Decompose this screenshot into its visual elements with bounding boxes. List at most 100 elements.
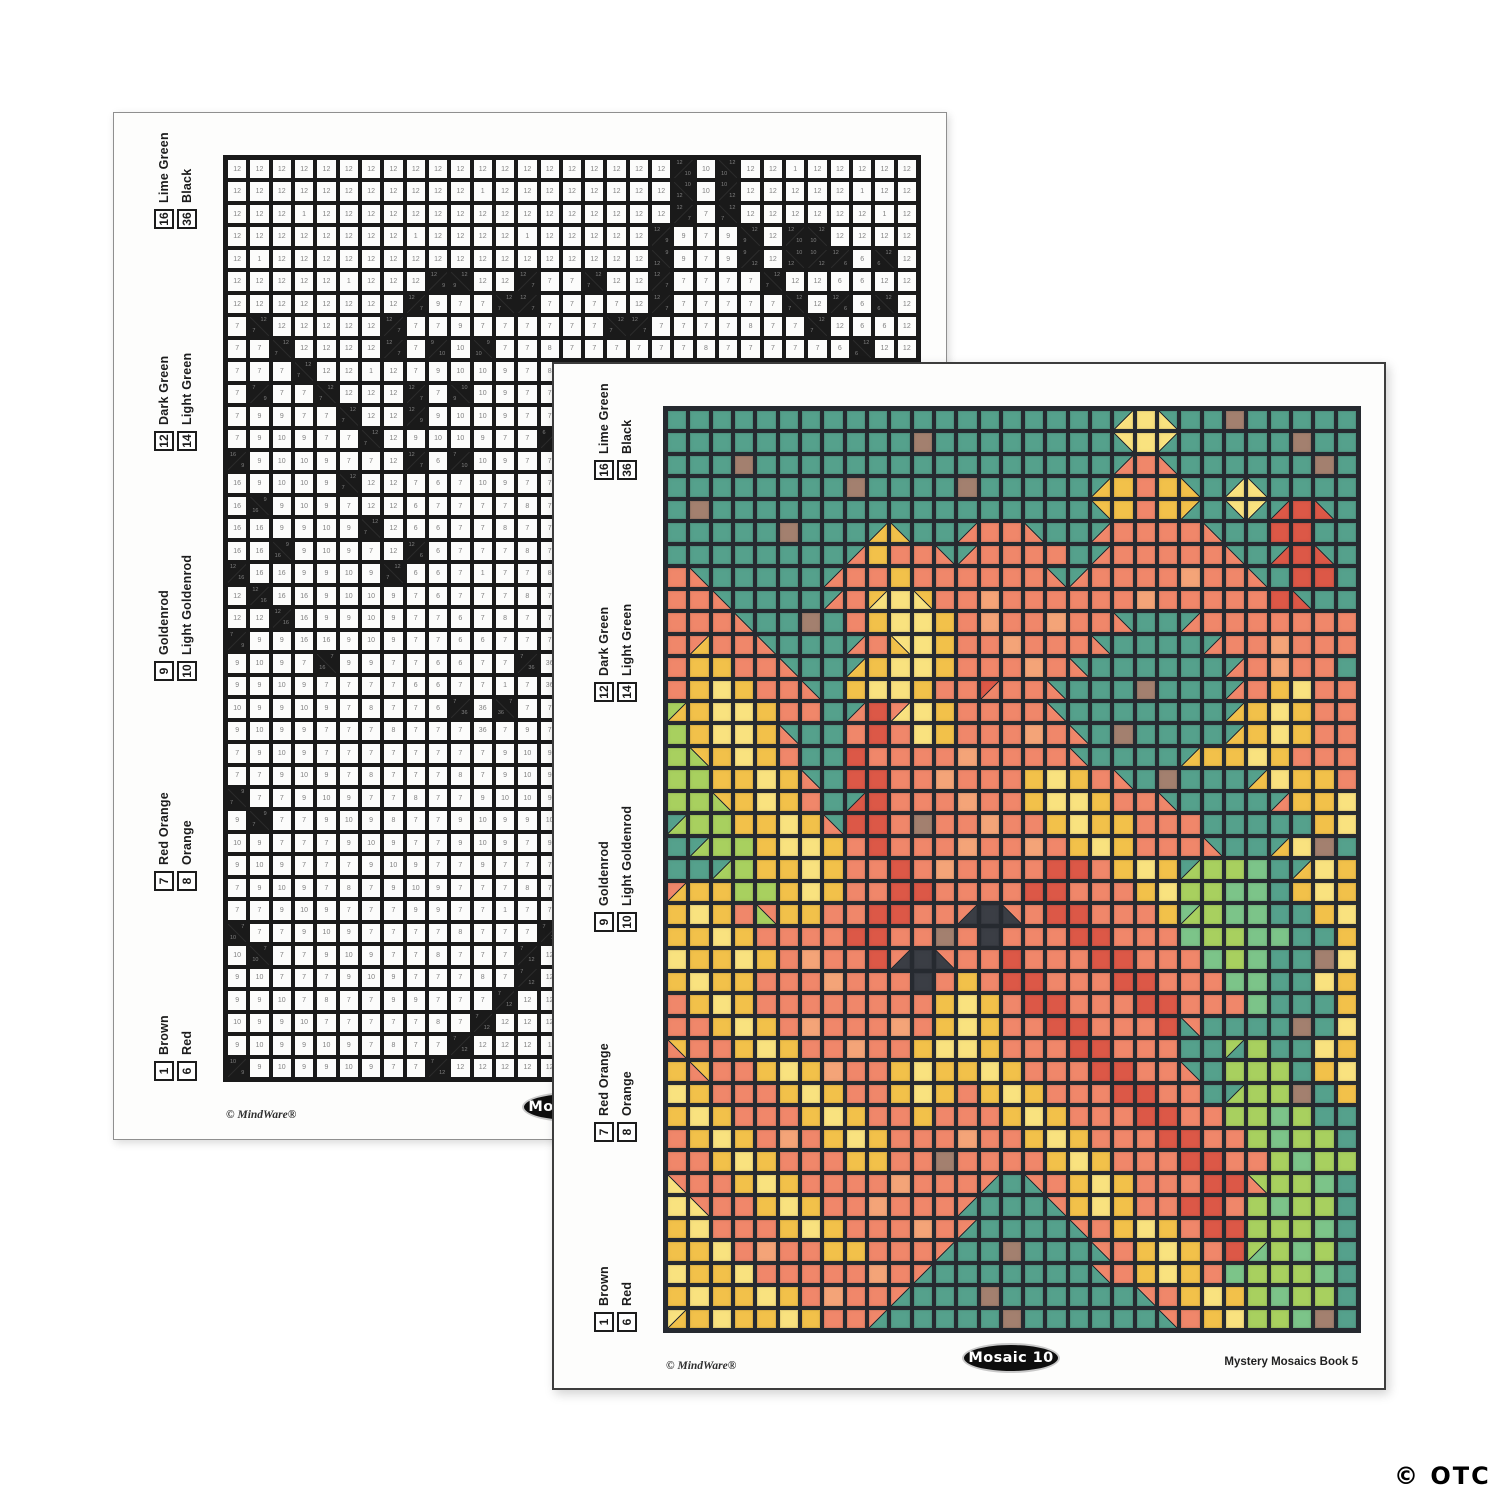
- cell-number: 12: [835, 165, 844, 173]
- cell-number: 8: [547, 345, 552, 353]
- cell-number: 12: [367, 390, 375, 398]
- grid-cell: 7: [741, 294, 760, 314]
- grid-cell: [958, 455, 977, 475]
- grid-cell: 9: [250, 991, 269, 1010]
- legend-label: Lime Green: [157, 132, 171, 203]
- grid-cell: [1114, 1084, 1133, 1104]
- cell-number: 7: [453, 1036, 457, 1043]
- grid-cell: [1293, 860, 1312, 879]
- grid-cell: 7: [406, 1058, 425, 1077]
- cell-number: 7: [547, 704, 552, 712]
- grid-cell: [1226, 703, 1245, 722]
- cell-number: 12: [300, 300, 309, 308]
- grid-cell: 7: [384, 946, 403, 965]
- grid-cell: 9: [384, 609, 403, 628]
- cell-number: 12: [612, 278, 621, 286]
- grid-cell: [712, 613, 731, 632]
- grid-cell: 12: [495, 1013, 515, 1033]
- grid-cell: [1226, 523, 1245, 542]
- grid-cell: 7: [317, 856, 336, 875]
- cell-number: 7: [503, 435, 507, 443]
- grid-cell: [1315, 500, 1334, 520]
- grid-cell: 9: [406, 856, 425, 875]
- grid-cell: [779, 411, 798, 430]
- grid-cell: [668, 433, 687, 452]
- cell-number: 10: [322, 929, 331, 937]
- grid-cell: [868, 1107, 888, 1126]
- cell-number: 12: [322, 165, 331, 173]
- grid-cell: 10: [317, 788, 336, 808]
- grid-cell: [1159, 680, 1178, 700]
- grid-cell: [1092, 613, 1111, 632]
- grid-cell: [1203, 1242, 1223, 1261]
- grid-cell: [824, 1129, 843, 1149]
- grid-cell: 9: [294, 676, 314, 696]
- grid-cell: [1293, 500, 1312, 520]
- grid-cell: 12: [585, 204, 604, 224]
- cell-number: 36: [478, 727, 487, 735]
- grid-cell: 7: [428, 721, 448, 741]
- grid-cell: [668, 1242, 687, 1261]
- grid-cell: [757, 545, 776, 565]
- grid-cell: [1270, 950, 1290, 969]
- grid-cell: 12: [875, 182, 894, 201]
- legend-item: 12 Dark Green: [154, 356, 174, 451]
- cell-number: 9: [263, 496, 267, 503]
- grid-cell: 12: [629, 204, 649, 224]
- grid-cell: 7: [272, 833, 291, 853]
- cell-number: 7: [525, 412, 530, 420]
- grid-cell: 12: [540, 204, 559, 224]
- cell-number: 7: [770, 345, 775, 353]
- cell-number: 12: [233, 614, 242, 622]
- grid-cell: [801, 725, 821, 744]
- cell-number: 1: [503, 907, 507, 915]
- cell-number: 9: [302, 884, 307, 892]
- cell-number: 16: [277, 592, 286, 600]
- grid-cell: [779, 1264, 798, 1284]
- grid-cell: 9: [228, 991, 247, 1010]
- grid-cell: [1069, 1242, 1089, 1261]
- cell-number: 9: [503, 480, 507, 488]
- grid-cell: [1181, 1039, 1200, 1059]
- grid-cell: 12: [317, 182, 336, 201]
- grid-cell: 9: [294, 878, 314, 898]
- cell-number: 16: [260, 597, 267, 604]
- cell-number: 7: [547, 884, 552, 892]
- grid-cell: 12: [875, 339, 894, 359]
- cell-number: 12: [255, 278, 264, 286]
- cell-number: 12: [595, 272, 602, 279]
- grid-cell: 12: [406, 160, 425, 179]
- cell-number: 12: [389, 233, 398, 241]
- grid-cell: [690, 1107, 709, 1126]
- grid-cell: [1226, 680, 1245, 700]
- grid-cell: 7: [473, 923, 492, 943]
- grid-cell: [891, 680, 910, 700]
- cell-number: 7: [346, 996, 351, 1004]
- grid-cell: 12: [495, 204, 515, 224]
- grid-cell: [1136, 568, 1156, 587]
- cell-number: 8: [703, 345, 708, 353]
- grid-cell: [734, 590, 754, 610]
- grid-cell: [1069, 523, 1089, 542]
- grid-cell: 10: [250, 654, 269, 673]
- cell-number: 12: [520, 272, 527, 279]
- cell-number: 9: [547, 749, 552, 757]
- grid-cell: 12: [830, 160, 850, 179]
- grid-cell: [801, 1264, 821, 1284]
- cell-number: 1: [413, 233, 418, 241]
- cell-number: 12: [439, 1069, 446, 1076]
- cell-number: 7: [770, 300, 775, 308]
- cell-number: 12: [478, 255, 487, 263]
- grid-cell: [1114, 725, 1133, 744]
- grid-cell: [1337, 1264, 1356, 1284]
- grid-cell: 12: [495, 182, 515, 201]
- grid-cell: [891, 1287, 910, 1306]
- cell-number: 10: [478, 390, 487, 398]
- cell-number: 9: [391, 839, 396, 847]
- cell-number: 9: [241, 462, 245, 469]
- grid-cell: [1092, 411, 1111, 430]
- grid-cell: [1025, 1129, 1044, 1149]
- cell-number: 12: [389, 435, 398, 443]
- cell-number: 12: [456, 210, 465, 218]
